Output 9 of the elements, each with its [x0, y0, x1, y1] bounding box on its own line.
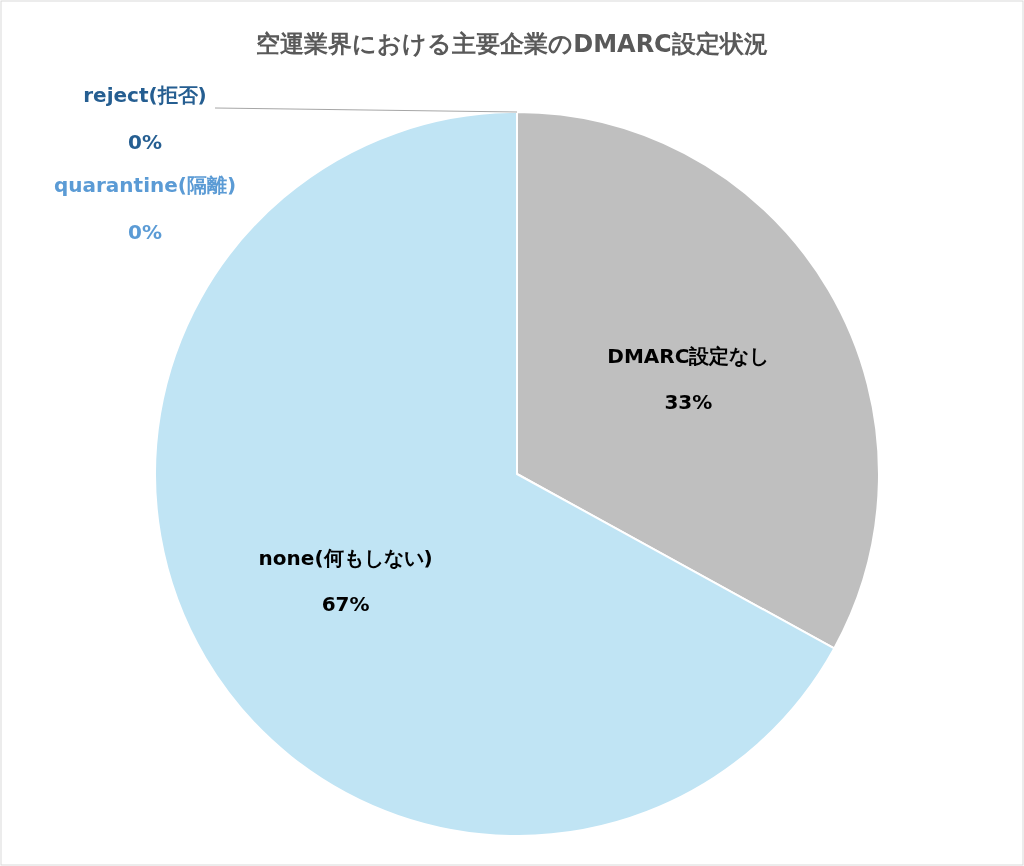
chart-title: 空運業界における主要企業のDMARC設定状況	[256, 30, 768, 58]
slice-label: none(何もしない)	[258, 546, 433, 571]
text: 0%	[128, 220, 162, 244]
data-label: 33%	[664, 389, 713, 414]
category-label: quarantine(隔離)	[53, 173, 237, 197]
category-label: reject(拒否)	[83, 83, 207, 107]
slice-label: DMARC設定なし	[607, 343, 770, 368]
text: 0%	[128, 130, 162, 154]
data-label: 67%	[321, 592, 370, 617]
